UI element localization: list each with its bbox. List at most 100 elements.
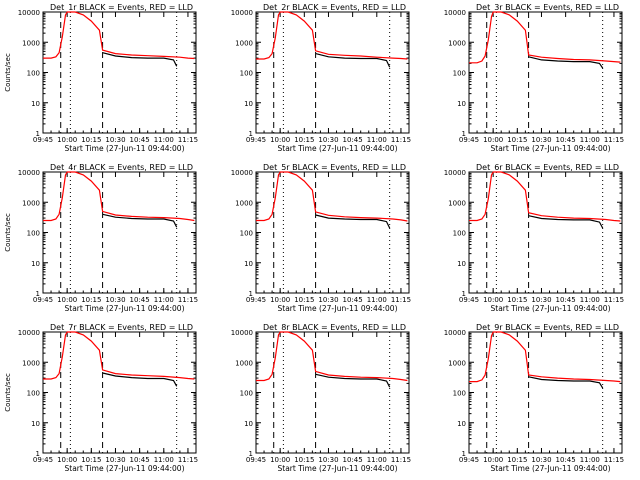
x-tick-label: 11:15 [604,136,624,144]
y-tick-label: 100 [453,70,466,78]
x-tick-label: 10:45 [556,296,576,304]
x-tick-label: 10:30 [531,456,551,464]
x-axis-label: Start Time (27-Jun-11 09:44:00) [278,304,398,313]
plot-frame [255,331,410,454]
y-tick-label: 1 [36,290,40,298]
events-series-line [102,52,178,67]
y-tick-label: 100 [27,230,40,238]
x-tick-label: 11:00 [580,136,600,144]
x-tick-label: 11:00 [154,136,174,144]
x-tick-label: 10:45 [130,136,150,144]
x-tick-label: 10:15 [507,296,527,304]
y-tick-label: 100 [453,390,466,398]
y-tick-label: 10000 [18,329,40,337]
events-series-line [102,372,178,387]
x-axis-label: Start Time (27-Jun-11 09:44:00) [65,144,185,153]
x-tick-label: 10:00 [270,136,290,144]
x-tick-label: 10:45 [130,456,150,464]
panel-8: Det_8r BLACK = Events, RED = LLD 1 10 100 10… [231,323,411,473]
x-tick-label: 10:45 [343,296,363,304]
lld-series-line [43,171,195,222]
panel-3: Det_3r BLACK = Events, RED = LLD 1 10 100 10… [444,3,624,153]
panel-6: Det_6r BLACK = Events, RED = LLD 1 10 100 10… [444,163,624,313]
x-tick-label: 10:30 [531,296,551,304]
panel-title: Det_6r BLACK = Events, RED = LLD [476,163,619,172]
x-axis-label: Start Time (27-Jun-11 09:44:00) [491,304,611,313]
x-tick-label: 11:00 [154,296,174,304]
y-tick-label: 10000 [18,169,40,177]
x-tick-label: 09:45 [459,136,479,144]
x-tick-label: 11:15 [178,456,198,464]
x-tick-label: 10:15 [294,456,314,464]
plot-frame [468,171,623,294]
y-tick-label: 100 [27,70,40,78]
y-tick-label: 10 [457,260,466,268]
x-tick-label: 10:00 [483,296,503,304]
y-tick-label: 1 [249,450,253,458]
x-tick-label: 10:30 [531,136,551,144]
lld-series-line [43,331,195,380]
x-tick-label: 10:15 [81,456,101,464]
lld-series-line [469,171,621,222]
y-tick-label: 10 [244,100,253,108]
x-axis-label: Start Time (27-Jun-11 09:44:00) [65,304,185,313]
x-tick-label: 11:00 [154,456,174,464]
y-tick-label: 1000 [22,39,40,47]
x-axis-label: Start Time (27-Jun-11 09:44:00) [278,464,398,473]
y-tick-label: 1000 [448,359,466,367]
x-tick-label: 10:15 [507,136,527,144]
x-tick-label: 11:00 [367,136,387,144]
y-tick-label: 10000 [231,9,253,17]
y-tick-label: 100 [240,70,253,78]
events-series-line [315,373,391,388]
panel-title: Det_2r BLACK = Events, RED = LLD [263,3,406,12]
x-tick-label: 11:15 [604,296,624,304]
x-tick-label: 10:15 [294,136,314,144]
x-tick-label: 10:30 [105,296,125,304]
y-tick-label: 10000 [231,329,253,337]
y-tick-label: 1000 [22,199,40,207]
y-tick-label: 10000 [18,9,40,17]
panel-title: Det_7r BLACK = Events, RED = LLD [50,323,193,332]
events-series-line [102,213,178,228]
x-tick-label: 10:00 [57,136,77,144]
y-tick-label: 10 [31,100,40,108]
y-axis-label: Counts/sec [4,373,12,412]
x-tick-label: 10:00 [270,296,290,304]
y-tick-label: 100 [240,390,253,398]
panel-title: Det_1r BLACK = Events, RED = LLD [50,3,193,12]
x-tick-label: 10:15 [81,296,101,304]
x-tick-label: 11:15 [178,136,198,144]
y-axis-label: Counts/sec [4,213,12,252]
x-tick-label: 10:00 [483,136,503,144]
panel-4: Det_4r BLACK = Events, RED = LLD 1 10 100 10… [4,163,198,313]
panel-title: Det_4r BLACK = Events, RED = LLD [50,163,193,172]
x-tick-label: 09:45 [246,296,266,304]
panel-title: Det_3r BLACK = Events, RED = LLD [476,3,619,12]
x-tick-label: 10:00 [57,296,77,304]
y-tick-label: 1000 [448,199,466,207]
x-tick-label: 10:30 [105,136,125,144]
panel-7: Det_7r BLACK = Events, RED = LLD 1 10 100 10… [4,323,198,473]
panel-title: Det_8r BLACK = Events, RED = LLD [263,323,406,332]
y-tick-label: 1000 [235,359,253,367]
x-tick-label: 10:00 [483,456,503,464]
x-tick-label: 09:45 [33,136,53,144]
plot-frame [468,331,623,454]
y-tick-label: 1 [462,130,466,138]
y-tick-label: 10 [31,420,40,428]
x-tick-label: 11:15 [391,296,411,304]
x-tick-label: 11:00 [580,456,600,464]
y-tick-label: 1 [462,450,466,458]
events-series-line [528,376,604,389]
y-tick-label: 1000 [448,39,466,47]
x-tick-label: 10:45 [343,136,363,144]
x-tick-label: 10:45 [343,456,363,464]
x-tick-label: 10:45 [556,456,576,464]
x-axis-label: Start Time (27-Jun-11 09:44:00) [278,144,398,153]
x-tick-label: 10:15 [294,296,314,304]
lld-series-line [469,331,621,383]
x-tick-label: 10:15 [507,456,527,464]
plot-frame [42,11,197,134]
